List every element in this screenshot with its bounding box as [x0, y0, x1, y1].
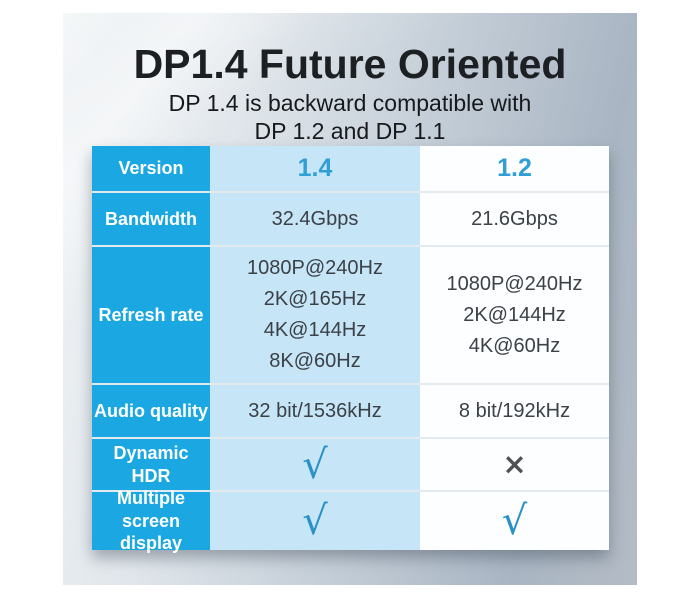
- table-row-version: Version 1.4 1.2: [92, 146, 609, 193]
- dp14-bandwidth-value: 32.4Gbps: [271, 207, 359, 230]
- row-label-version: Version: [92, 146, 210, 191]
- dp14-refresh-line: 1080P@240Hz: [247, 257, 383, 279]
- gradient-panel: DP1.4 Future Oriented DP 1.4 is backward…: [63, 13, 637, 585]
- dp12-bandwidth-value: 21.6Gbps: [471, 207, 558, 230]
- page-title: DP1.4 Future Oriented: [133, 41, 567, 87]
- row-label-audio-quality: Audio quality: [92, 385, 210, 437]
- dp12-refresh-rate-list: 1080P@240Hz 2K@144Hz 4K@60Hz: [447, 269, 583, 362]
- dp12-version-value: 1.2: [497, 154, 532, 182]
- check-icon: √: [302, 498, 328, 544]
- cell-dp14-audio-quality: 32 bit/1536kHz: [210, 385, 420, 437]
- dp14-refresh-rate-list: 1080P@240Hz 2K@165Hz 4K@144Hz 8K@60Hz: [247, 253, 383, 377]
- row-label-refresh-rate: Refresh rate: [92, 247, 210, 383]
- cell-dp12-refresh-rate: 1080P@240Hz 2K@144Hz 4K@60Hz: [420, 247, 609, 383]
- cell-dp12-multiple-screen-display: √: [420, 492, 609, 550]
- cross-icon: ×: [502, 447, 527, 481]
- comparison-table: Version 1.4 1.2 Bandwidth 32.4Gbps 21.6G…: [92, 146, 609, 553]
- table-row-dynamic-hdr: Dynamic HDR √ ×: [92, 439, 609, 492]
- dp12-refresh-line: 4K@60Hz: [468, 334, 561, 357]
- check-icon: √: [501, 498, 528, 544]
- dp12-audio-quality-value: 8 bit/192kHz: [458, 399, 571, 422]
- table-row-bandwidth: Bandwidth 32.4Gbps 21.6Gbps: [92, 193, 609, 247]
- dp12-refresh-line: 2K@144Hz: [463, 303, 566, 326]
- dp14-audio-quality-value: 32 bit/1536kHz: [248, 399, 382, 422]
- cell-dp12-bandwidth: 21.6Gbps: [420, 193, 609, 245]
- row-label-dynamic-hdr: Dynamic HDR: [92, 439, 210, 490]
- cell-dp12-version: 1.2: [420, 146, 609, 191]
- cell-dp14-multiple-screen-display: √: [210, 492, 420, 550]
- dp14-refresh-line: 4K@144Hz: [263, 319, 367, 341]
- row-label-bandwidth: Bandwidth: [92, 193, 210, 245]
- dp14-refresh-line: 8K@60Hz: [269, 350, 361, 372]
- table-row-refresh-rate: Refresh rate 1080P@240Hz 2K@165Hz 4K@144…: [92, 247, 609, 385]
- cell-dp12-audio-quality: 8 bit/192kHz: [420, 385, 609, 437]
- table-row-multiple-screen-display: Multiple screen display √ √: [92, 488, 609, 553]
- cell-dp14-refresh-rate: 1080P@240Hz 2K@165Hz 4K@144Hz 8K@60Hz: [210, 247, 420, 383]
- dp14-refresh-line: 2K@165Hz: [263, 288, 367, 310]
- cell-dp14-dynamic-hdr: √: [210, 439, 420, 490]
- row-label-multiple-screen-display: Multiple screen display: [92, 488, 210, 553]
- check-icon: √: [302, 441, 328, 488]
- dp14-version-value: 1.4: [297, 154, 333, 182]
- cell-dp14-bandwidth: 32.4Gbps: [210, 193, 420, 245]
- cell-dp14-version: 1.4: [210, 146, 420, 191]
- cell-dp12-dynamic-hdr: ×: [420, 439, 609, 490]
- dp12-refresh-line: 1080P@240Hz: [446, 272, 583, 295]
- table-row-audio-quality: Audio quality 32 bit/1536kHz 8 bit/192kH…: [92, 385, 609, 439]
- page-subtitle: DP 1.4 is backward compatible with DP 1.…: [168, 90, 532, 144]
